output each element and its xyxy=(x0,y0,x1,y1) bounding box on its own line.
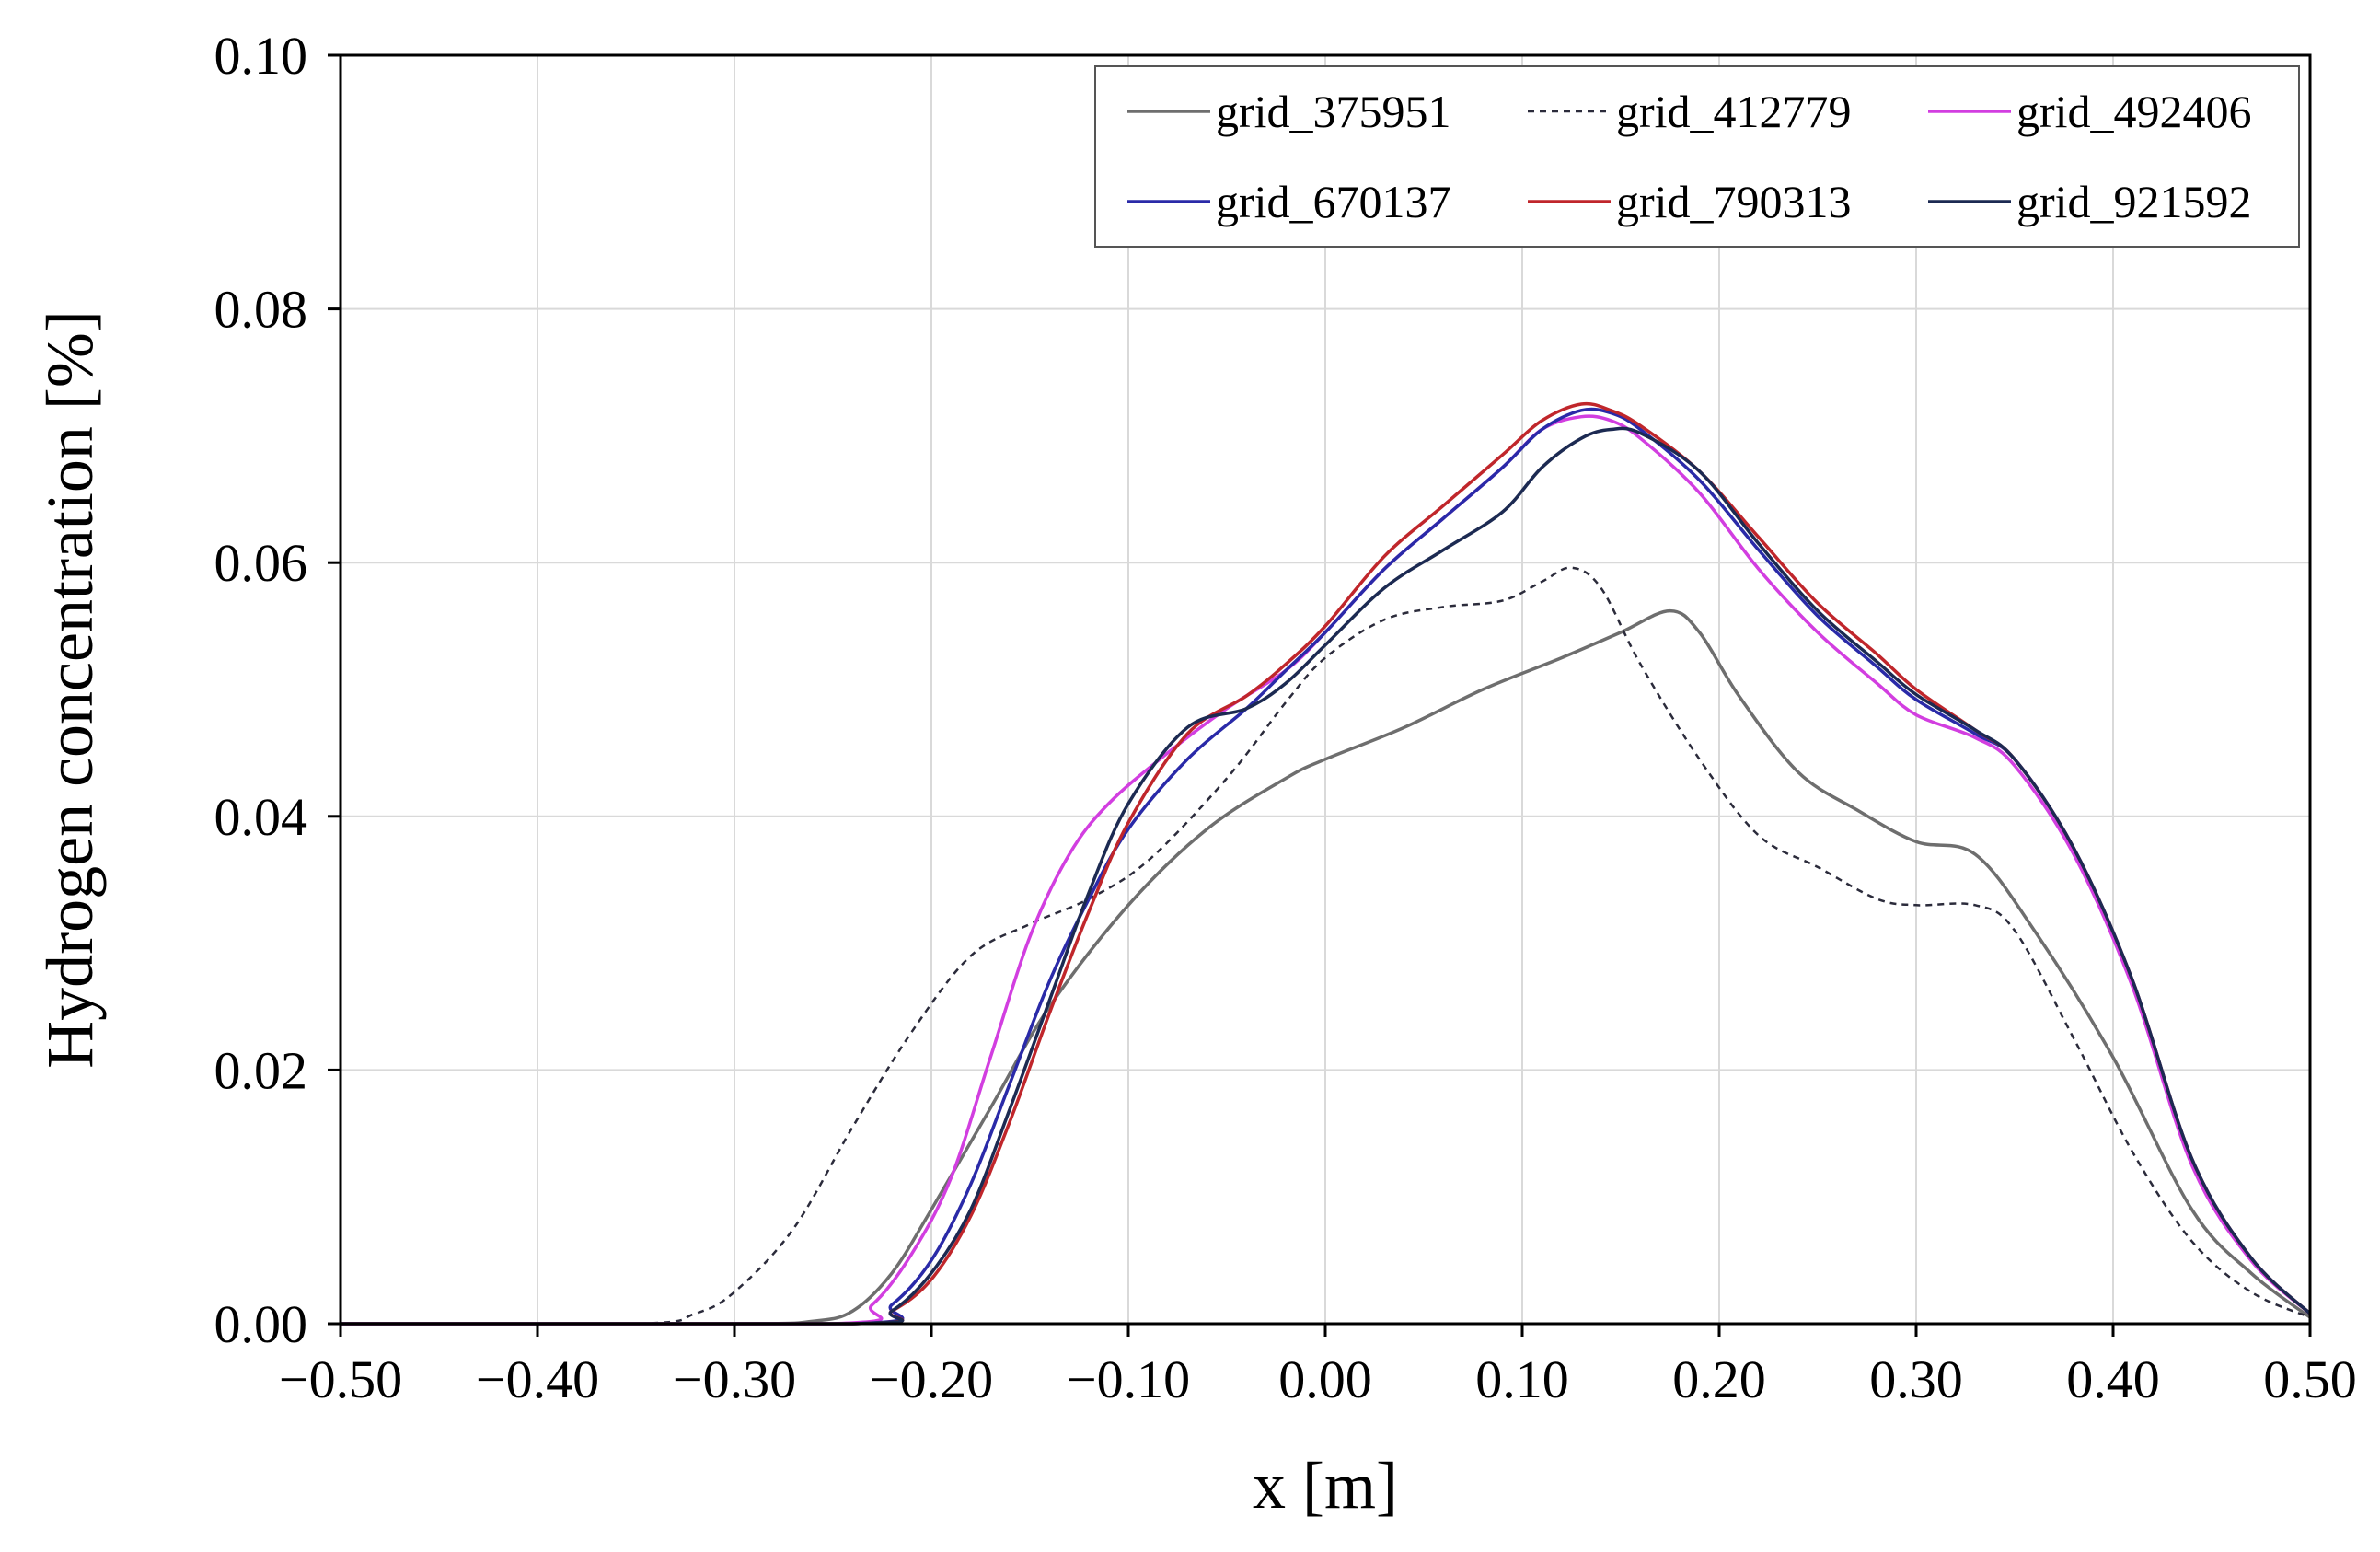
grid-lines xyxy=(341,55,2310,1324)
x-tick-label: 0.50 xyxy=(2263,1349,2357,1409)
legend-label-grid-492406: grid_492406 xyxy=(2016,86,2252,137)
series-line-grid-921592 xyxy=(340,426,2312,1326)
x-tick-label: 0.10 xyxy=(1475,1349,1569,1409)
x-tick-label: 0.00 xyxy=(1278,1349,1372,1409)
y-tick-label: 0.10 xyxy=(214,26,308,86)
legend-label-grid-670137: grid_670137 xyxy=(1216,176,1451,227)
y-tick-label: 0.04 xyxy=(214,787,308,847)
legend-label-grid-412779: grid_412779 xyxy=(1616,86,1852,137)
y-tick-label: 0.08 xyxy=(214,280,308,340)
legend-label-grid-790313: grid_790313 xyxy=(1616,176,1852,227)
x-tick-label: −0.40 xyxy=(476,1349,599,1409)
series-line-grid-412779 xyxy=(340,566,2311,1326)
x-axis-title: x [m] xyxy=(1253,1449,1398,1523)
x-tick-label: −0.10 xyxy=(1067,1349,1190,1409)
legend-label-grid-921592: grid_921592 xyxy=(2016,176,2252,227)
axis-ticks: −0.50 −0.40 −0.30 −0.20 −0.10 0.00 0.10 0.20 0.3… xyxy=(214,26,2357,1409)
x-tick-label: −0.20 xyxy=(870,1349,993,1409)
legend-label-grid-375951: grid_375951 xyxy=(1216,86,1451,137)
y-tick-label: 0.00 xyxy=(214,1294,308,1354)
series-lines xyxy=(340,401,2312,1326)
y-tick-label: 0.02 xyxy=(214,1040,308,1100)
x-tick-label: −0.30 xyxy=(673,1349,796,1409)
y-tick-label: 0.06 xyxy=(214,533,308,593)
x-tick-label: −0.50 xyxy=(279,1349,402,1409)
y-axis-title: Hydrogen concentration [%] xyxy=(33,310,107,1069)
x-tick-label: 0.30 xyxy=(1869,1349,1963,1409)
legend-box xyxy=(1094,65,2300,248)
series-line-grid-375951 xyxy=(340,608,2312,1326)
x-tick-label: 0.40 xyxy=(2066,1349,2160,1409)
x-tick-label: 0.20 xyxy=(1672,1349,1766,1409)
legend: grid_375951 grid_412779 grid_492406 grid_67… xyxy=(1094,65,2300,248)
